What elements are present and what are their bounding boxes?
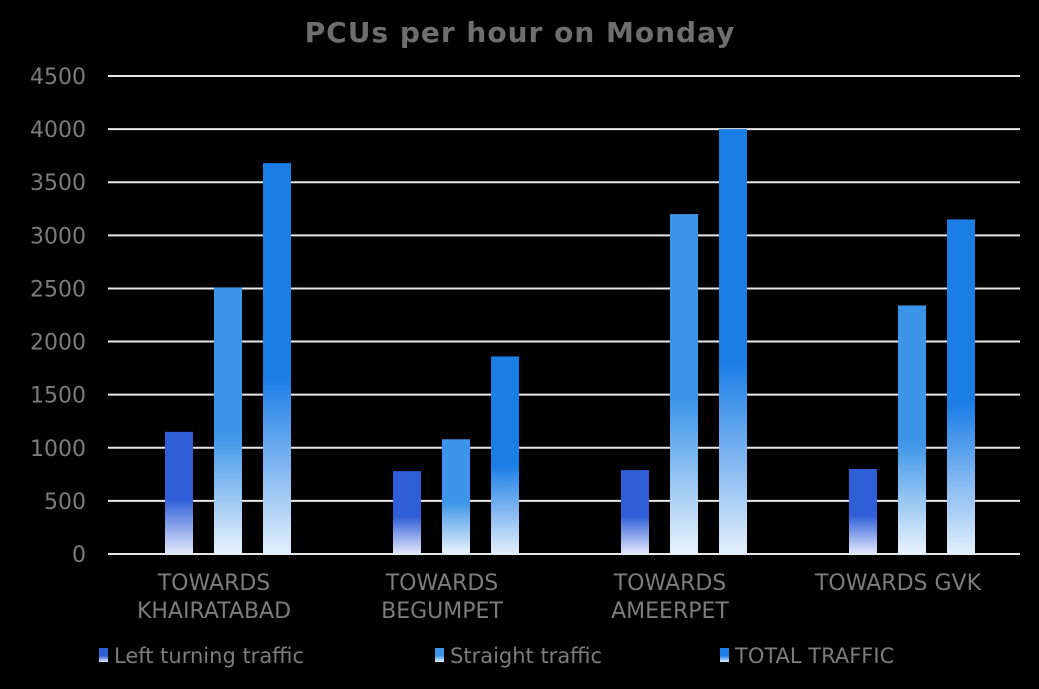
y-tick-label: 2000 [30,331,86,356]
x-tick-label: TOWARDS GVK [814,571,982,596]
gridlines [108,75,1020,555]
y-tick-label: 0 [72,543,86,568]
legend-label: TOTAL TRAFFIC [734,644,894,668]
bar-left-turning-traffic [621,470,649,554]
y-tick-label: 2500 [30,277,86,302]
y-tick-label: 1500 [30,384,86,409]
bar-total-traffic [263,163,291,554]
bar-straight-traffic [898,305,926,554]
x-tick-label: AMEERPET [611,599,729,624]
bar-total-traffic [491,356,519,554]
y-tick-label: 1000 [30,437,86,462]
bar-total-traffic [719,129,747,554]
legend-swatch [435,648,444,662]
bar-left-turning-traffic [165,431,193,554]
y-tick-label: 500 [44,490,86,515]
bar-left-turning-traffic [393,471,421,554]
legend-swatch [720,648,729,662]
y-tick-label: 4500 [30,65,86,90]
x-tick-label: KHAIRATABAD [137,599,291,624]
x-tick-label: TOWARDS [613,571,727,596]
x-axis-ticks: TOWARDS KHAIRATABAD TOWARDS BEGUMPET TOWARDS… [137,571,982,624]
legend: Left turning traffic Straight traffic TOTA… [99,644,894,668]
x-tick-label: TOWARDS [157,571,271,596]
y-tick-label: 3500 [30,171,86,196]
x-tick-label: BEGUMPET [381,599,503,624]
y-tick-label: 3000 [30,224,86,249]
bar-straight-traffic [670,214,698,555]
x-tick-label: TOWARDS [385,571,499,596]
chart-title: PCUs per hour on Monday [305,16,736,49]
bars [165,129,975,555]
y-axis-ticks: 0 500 1000 1500 2000 2500 3000 3500 4000 4500 [30,65,86,568]
bar-left-turning-traffic [849,469,877,554]
legend-label: Left turning traffic [114,644,304,668]
y-tick-label: 4000 [30,118,86,143]
legend-label: Straight traffic [450,644,602,668]
bar-straight-traffic [442,439,470,554]
legend-swatch [99,648,108,662]
bar-total-traffic [947,219,975,554]
bar-straight-traffic [214,287,242,554]
